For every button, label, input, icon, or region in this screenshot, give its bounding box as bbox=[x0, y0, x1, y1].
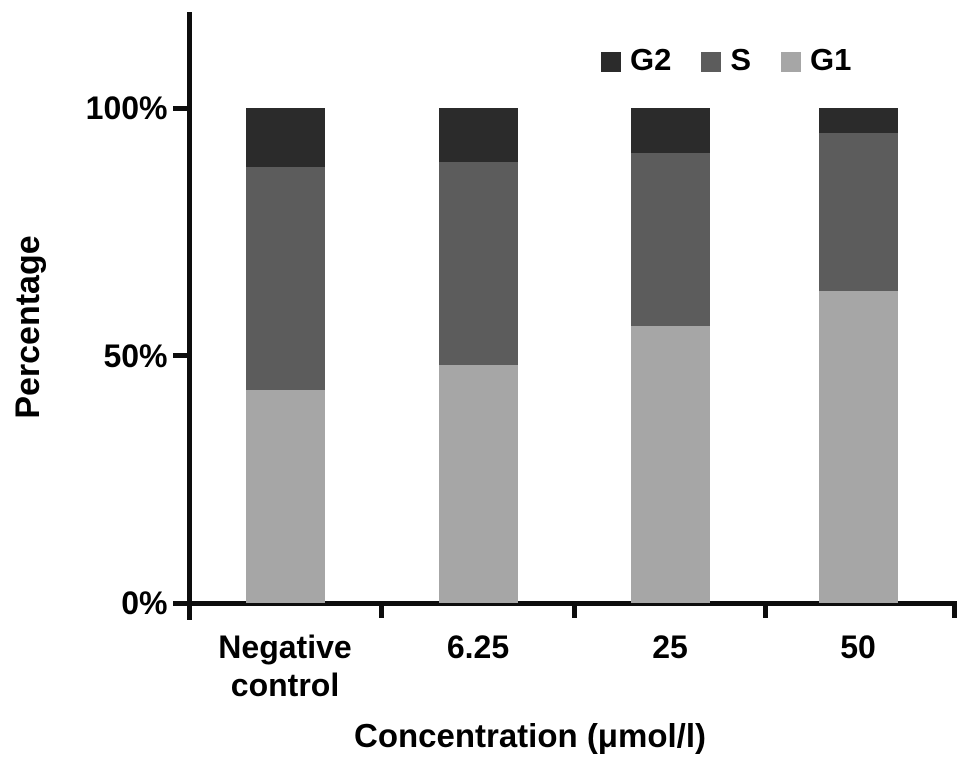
bar-segment-S bbox=[630, 152, 710, 326]
chart-legend: G2 S G1 bbox=[601, 42, 851, 78]
bar-segment-G1 bbox=[818, 291, 898, 603]
legend-item-g2: G2 bbox=[601, 42, 671, 78]
legend-swatch-g2 bbox=[601, 51, 621, 72]
bar-segment-G1 bbox=[630, 325, 710, 603]
legend-label-g2: G2 bbox=[630, 42, 672, 77]
bar-segment-S bbox=[438, 162, 518, 366]
bar-segment-G2 bbox=[818, 108, 898, 133]
x-axis-tick bbox=[762, 600, 768, 618]
x-category-label: 25 bbox=[652, 629, 688, 665]
bar-segment-S bbox=[818, 132, 898, 292]
bar-segment-G2 bbox=[438, 108, 518, 163]
y-axis-tick bbox=[173, 600, 187, 606]
legend-item-s: S bbox=[701, 42, 751, 78]
legend-label-g1: G1 bbox=[810, 42, 852, 77]
x-axis-tick bbox=[379, 600, 384, 618]
x-category-label: 6.25 bbox=[446, 629, 510, 665]
y-axis-tick bbox=[173, 353, 187, 358]
y-axis-line bbox=[187, 12, 192, 620]
y-tick-label: 0% bbox=[121, 585, 168, 621]
bar-segment-G1 bbox=[245, 390, 325, 603]
y-tick-label: 100% bbox=[85, 90, 168, 126]
y-axis-title: Percentage bbox=[9, 235, 47, 419]
bar-segment-G2 bbox=[630, 108, 710, 153]
bar-segment-G2 bbox=[245, 108, 325, 168]
y-tick-label: 50% bbox=[103, 337, 168, 374]
legend-swatch-s bbox=[701, 51, 722, 72]
bar-segment-G1 bbox=[438, 365, 518, 603]
legend-label-s: S bbox=[730, 42, 752, 77]
bar-segment-S bbox=[245, 167, 325, 391]
x-category-label: Negative control bbox=[218, 629, 352, 703]
legend-swatch-g1 bbox=[781, 51, 802, 72]
x-axis-title: Concentration (μmol/l) bbox=[353, 717, 706, 754]
x-axis-tick bbox=[571, 600, 577, 618]
x-axis-end-tick bbox=[952, 600, 957, 618]
y-axis-tick bbox=[173, 105, 187, 111]
x-category-label: 50 bbox=[840, 629, 876, 665]
legend-item-g1: G1 bbox=[781, 42, 851, 78]
